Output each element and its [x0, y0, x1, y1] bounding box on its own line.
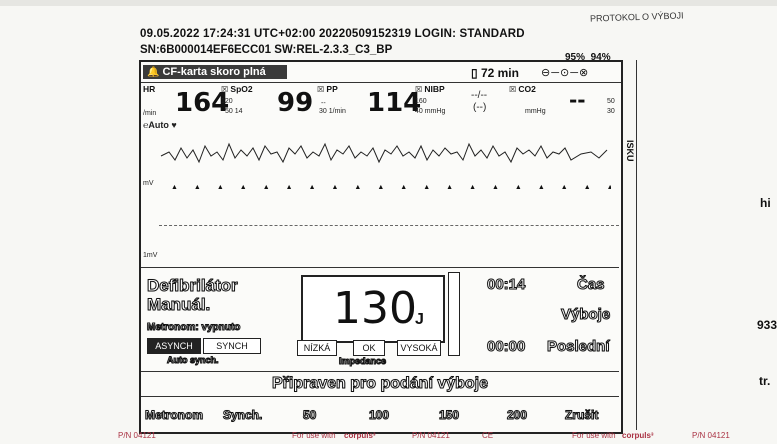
footer-brand-1: corpuls³: [344, 431, 376, 440]
edge-text-1: hi: [760, 196, 771, 210]
pp-value: 114: [367, 88, 422, 118]
footer-brand-2: corpuls³: [622, 431, 654, 440]
nibp-sub: (--): [473, 102, 487, 113]
header-line-1: 09.05.2022 17:24:31 UTC+02:00 2022050915…: [140, 28, 525, 40]
impedance-label: Impedance: [338, 356, 387, 367]
nibp-lo: 40 mmHg: [415, 108, 446, 115]
bell-icon: 🔔: [147, 66, 160, 78]
pp-lo: 30 1/min: [319, 108, 346, 115]
qrs-markers: ▲▲▲▲▲▲▲▲▲▲▲▲▲▲▲▲▲▲▲▲▲▲▲▲▲▲▲▲: [171, 184, 611, 191]
empty-trace: [159, 225, 619, 226]
header-line-2: SN:6B000014EF6ECC01 SW:REL-2.3.3_C3_BP: [140, 44, 393, 56]
energy-unit: J: [415, 311, 424, 328]
last-value: 00:00: [486, 338, 526, 356]
heart-icon: ♥: [171, 120, 177, 130]
defibrillator-panel: Defibrilátor Manuál. Metronom: vypnuto A…: [141, 267, 619, 433]
mv-scale: 1mV: [143, 252, 158, 259]
monitor-screen: 🔔 CF-karta skoro plná ▯ 72 min ⊖─⊙─⊗ HR …: [139, 60, 623, 434]
lead-icon: ℮: [143, 120, 149, 130]
sync-button[interactable]: SYNCH: [203, 338, 261, 354]
softkey-cancel[interactable]: Zrušit: [564, 408, 599, 423]
ready-message: Připraven pro podání výboje: [141, 371, 619, 397]
hr-label: HR: [143, 84, 156, 94]
nibp-value: --/--: [471, 90, 488, 101]
alarm-off-icon: ☒: [509, 85, 517, 94]
time-label: Čas: [577, 276, 606, 294]
last-label: Poslední: [547, 338, 611, 356]
pp-hi: --: [321, 100, 326, 107]
shocks-label: Výboje: [560, 306, 611, 324]
spo2-hi: 120: [221, 98, 233, 105]
lead-label: Auto: [148, 120, 169, 130]
spo2-block: ☒ SpO2: [221, 84, 253, 94]
impedance-ok: OK: [353, 340, 385, 356]
hr-block: HR: [143, 84, 155, 94]
co2-hi: 50: [607, 98, 615, 105]
edge-text-2: 933: [757, 318, 777, 332]
impedance-high: VYSOKÁ: [397, 340, 441, 356]
battery-1-percent: 95%: [565, 52, 586, 63]
side-tape-text: ISKU: [625, 140, 635, 162]
footer-pn-3: P/N 04121: [692, 431, 730, 440]
pp-block: ☒ PP: [317, 84, 338, 94]
battery-icon: ▯: [471, 66, 478, 80]
alarm-off-icon: ☒: [317, 85, 325, 94]
async-button[interactable]: ASYNCH: [147, 338, 201, 354]
footer-ce: CE: [482, 431, 494, 440]
pp-label: PP: [326, 84, 338, 94]
co2-value: --: [569, 88, 586, 112]
mv-label: mV: [143, 180, 154, 187]
connection-icons: ⊖─⊙─⊗: [541, 67, 590, 79]
hr-unit: /min: [143, 110, 157, 117]
elapsed-timer: ▯ 72 min: [471, 66, 519, 80]
spo2-lo: 50 14: [225, 108, 243, 115]
softkey-150[interactable]: 150: [438, 408, 460, 423]
alarm-bar: 🔔 CF-karta skoro plná: [143, 65, 287, 79]
defib-mode: Manuál.: [146, 295, 211, 315]
lead-auto: ℮Auto ♥: [143, 120, 177, 130]
edge-text-3: tr.: [759, 374, 771, 388]
alarm-off-icon: ☒: [221, 85, 229, 94]
softkey-metronome[interactable]: Metronom: [145, 408, 204, 423]
metronome-status: Metronom: vypnuto: [146, 322, 241, 334]
softkey-200[interactable]: 200: [506, 408, 528, 423]
spo2-value: 99: [277, 88, 314, 118]
nibp-hi: 160: [415, 98, 427, 105]
co2-lo: 30: [607, 108, 615, 115]
impedance-low: NÍZKÁ: [297, 340, 337, 356]
nibp-block: ☒ NIBP: [415, 84, 445, 94]
spo2-label: SpO2: [230, 84, 253, 94]
co2-label: CO2: [518, 84, 536, 94]
charge-bar: [448, 272, 460, 356]
co2-block: ☒ CO2: [509, 84, 536, 94]
ecg-waveform: [160, 142, 608, 164]
battery-indicator: 95% 94%: [565, 52, 611, 63]
auto-sync-label: Auto synch.: [167, 355, 220, 366]
energy-value: 130: [333, 283, 417, 334]
footer-use-2: For use with: [572, 431, 616, 440]
timer-value: 72 min: [480, 66, 519, 80]
footer-pn-1: P/N 04121: [118, 431, 156, 440]
divider: [141, 82, 621, 83]
nibp-label: NIBP: [424, 84, 445, 94]
energy-display: 130 J: [301, 275, 445, 343]
paper-fold: [0, 0, 777, 6]
alarm-text: CF-karta skoro plná: [162, 66, 266, 78]
hr-value: 164: [175, 88, 230, 118]
softkey-50[interactable]: 50: [302, 408, 317, 423]
alarm-off-icon: ☒: [415, 85, 423, 94]
footer-use-1: For use with: [292, 431, 336, 440]
co2-unit: mmHg: [525, 108, 546, 115]
battery-2-percent: 94%: [590, 52, 611, 63]
tape-edge: [636, 60, 637, 430]
defib-title: Defibrilátor: [147, 276, 239, 296]
time-value: 00:14: [486, 276, 526, 294]
softkey-100[interactable]: 100: [368, 408, 390, 423]
footer-pn-2: P/N 04121: [412, 431, 450, 440]
softkey-synch[interactable]: Synch.: [222, 408, 263, 423]
